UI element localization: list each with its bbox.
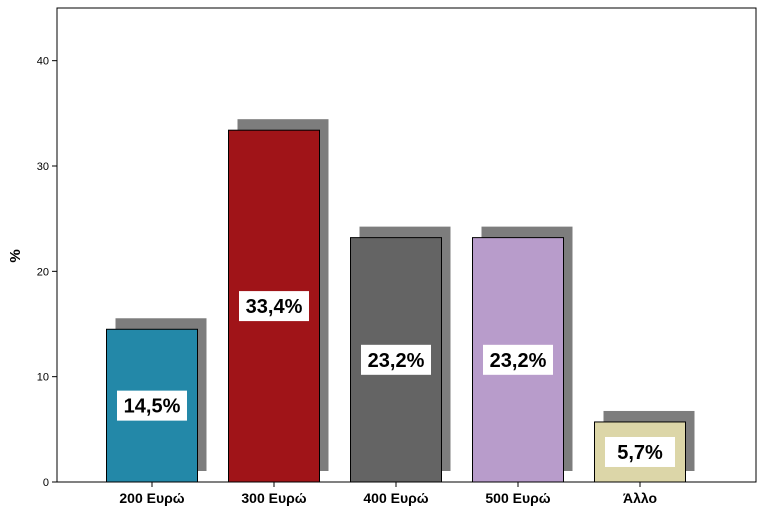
y-tick-label: 40 xyxy=(37,56,49,68)
data-label-box xyxy=(483,344,553,375)
data-label: 14,5% xyxy=(124,396,181,418)
data-label-box xyxy=(117,390,187,421)
data-label: 33,4% xyxy=(246,296,303,318)
data-label-box xyxy=(361,344,431,375)
data-label: 23,2% xyxy=(368,350,425,372)
data-label: 23,2% xyxy=(490,350,547,372)
labels: 200 Ευρώ 14,5% 300 Ευρώ 33,4% 400 Ευρώ 23,2% 5… xyxy=(117,291,675,506)
x-tick-label: 300 Ευρώ xyxy=(241,490,306,506)
y-tick-label: 0 xyxy=(43,477,49,489)
bars xyxy=(106,119,695,483)
x-tick-label: 400 Ευρώ xyxy=(363,490,428,506)
x-tick-label: 500 Ευρώ xyxy=(485,490,550,506)
data-label-box xyxy=(605,436,675,467)
y-axis-label: % xyxy=(7,249,24,262)
data-label: 5,7% xyxy=(617,442,663,464)
y-tick-label: 10 xyxy=(37,372,49,384)
x-tick-label: 200 Ευρώ xyxy=(119,490,184,506)
x-tick-label: Άλλο xyxy=(623,490,657,506)
y-tick-label: 30 xyxy=(37,161,49,173)
data-label-box xyxy=(239,291,309,322)
y-tick-label: 20 xyxy=(37,266,49,278)
